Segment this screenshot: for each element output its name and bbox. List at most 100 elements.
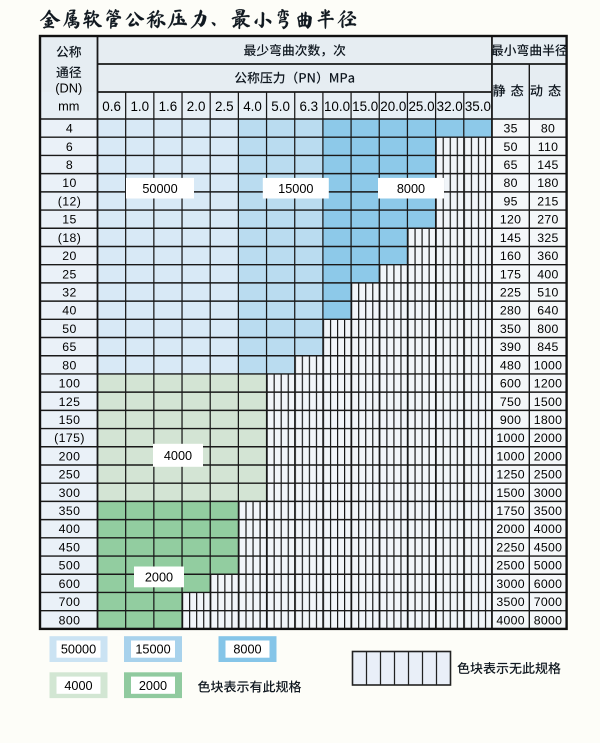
- svg-text:4000: 4000: [534, 522, 563, 536]
- svg-text:15.0: 15.0: [352, 99, 378, 114]
- svg-text:2000: 2000: [534, 431, 563, 445]
- svg-text:80: 80: [503, 176, 517, 190]
- svg-text:3000: 3000: [534, 486, 563, 500]
- svg-text:7000: 7000: [534, 595, 563, 609]
- svg-text:450: 450: [59, 540, 81, 554]
- svg-text:20: 20: [62, 249, 76, 263]
- svg-text:80: 80: [62, 358, 76, 372]
- svg-text:8000: 8000: [534, 613, 563, 627]
- svg-text:4000: 4000: [496, 613, 525, 627]
- svg-text:10: 10: [62, 176, 76, 190]
- svg-text:4: 4: [66, 122, 73, 136]
- svg-text:80: 80: [541, 122, 555, 136]
- svg-text:(175): (175): [54, 431, 85, 445]
- svg-text:3500: 3500: [534, 504, 563, 518]
- svg-text:145: 145: [500, 231, 521, 245]
- svg-text:2500: 2500: [534, 468, 563, 482]
- svg-text:mm: mm: [58, 98, 79, 113]
- svg-text:750: 750: [500, 395, 521, 409]
- svg-text:200: 200: [59, 449, 81, 463]
- svg-text:6: 6: [66, 140, 73, 154]
- svg-text:(12): (12): [58, 194, 81, 208]
- svg-text:480: 480: [500, 358, 521, 372]
- svg-text:(18): (18): [58, 231, 81, 245]
- svg-text:1000: 1000: [534, 358, 563, 372]
- svg-text:2.5: 2.5: [215, 99, 234, 114]
- svg-text:5000: 5000: [534, 559, 563, 573]
- svg-text:50: 50: [503, 140, 517, 154]
- svg-text:1000: 1000: [496, 431, 525, 445]
- svg-text:4500: 4500: [534, 540, 563, 554]
- svg-text:2250: 2250: [496, 540, 525, 554]
- svg-text:1.6: 1.6: [159, 99, 178, 114]
- svg-text:8000: 8000: [233, 643, 261, 657]
- svg-text:125: 125: [59, 395, 81, 409]
- svg-text:20.0: 20.0: [380, 99, 406, 114]
- svg-text:4000: 4000: [164, 449, 192, 463]
- svg-text:150: 150: [59, 413, 81, 427]
- svg-text:1500: 1500: [534, 395, 563, 409]
- svg-text:1200: 1200: [534, 377, 563, 391]
- svg-text:8: 8: [66, 158, 73, 172]
- svg-text:800: 800: [537, 322, 558, 336]
- svg-text:325: 325: [537, 231, 558, 245]
- svg-text:600: 600: [500, 377, 521, 391]
- svg-text:250: 250: [59, 468, 81, 482]
- svg-text:2.0: 2.0: [187, 99, 206, 114]
- svg-text:215: 215: [537, 194, 558, 208]
- svg-text:360: 360: [537, 249, 558, 263]
- svg-text:8000: 8000: [397, 182, 425, 196]
- svg-text:2000: 2000: [139, 679, 167, 693]
- svg-text:110: 110: [538, 140, 559, 154]
- svg-text:65: 65: [503, 158, 517, 172]
- svg-text:640: 640: [537, 304, 558, 318]
- svg-text:225: 225: [500, 286, 521, 300]
- svg-text:160: 160: [500, 249, 521, 263]
- svg-text:15: 15: [62, 213, 76, 227]
- svg-text:3500: 3500: [496, 595, 525, 609]
- svg-text:145: 145: [537, 158, 558, 172]
- svg-text:2000: 2000: [496, 522, 525, 536]
- svg-text:280: 280: [500, 304, 521, 318]
- svg-text:32.0: 32.0: [437, 99, 463, 114]
- svg-text:4000: 4000: [64, 679, 92, 693]
- svg-text:390: 390: [500, 340, 521, 354]
- svg-text:400: 400: [537, 267, 558, 281]
- svg-text:1.0: 1.0: [130, 99, 149, 114]
- svg-text:2000: 2000: [534, 449, 563, 463]
- svg-text:95: 95: [503, 194, 517, 208]
- svg-text:120: 120: [500, 213, 521, 227]
- svg-text:510: 510: [537, 286, 558, 300]
- svg-text:1000: 1000: [496, 449, 525, 463]
- svg-text:900: 900: [500, 413, 521, 427]
- svg-text:700: 700: [59, 595, 81, 609]
- svg-text:2500: 2500: [496, 559, 525, 573]
- svg-text:50000: 50000: [61, 643, 96, 657]
- svg-text:40: 40: [62, 304, 76, 318]
- svg-text:35: 35: [503, 122, 517, 136]
- svg-text:1250: 1250: [496, 468, 525, 482]
- svg-text:1500: 1500: [496, 486, 525, 500]
- svg-text:65: 65: [62, 340, 76, 354]
- svg-text:500: 500: [59, 559, 81, 573]
- svg-text:25: 25: [62, 267, 76, 281]
- svg-text:25.0: 25.0: [408, 99, 434, 114]
- svg-text:0.6: 0.6: [102, 99, 121, 114]
- svg-text:350: 350: [59, 504, 81, 518]
- svg-text:100: 100: [59, 377, 81, 391]
- svg-text:600: 600: [59, 577, 81, 591]
- svg-text:32: 32: [62, 286, 76, 300]
- svg-text:300: 300: [59, 486, 81, 500]
- svg-text:15000: 15000: [135, 643, 170, 657]
- svg-text:1800: 1800: [534, 413, 563, 427]
- svg-text:3000: 3000: [496, 577, 525, 591]
- svg-text:180: 180: [537, 176, 558, 190]
- svg-text:845: 845: [537, 340, 558, 354]
- svg-text:800: 800: [59, 613, 81, 627]
- svg-text:6.3: 6.3: [299, 99, 318, 114]
- svg-text:2000: 2000: [145, 571, 173, 585]
- svg-text:400: 400: [59, 522, 81, 536]
- svg-text:1750: 1750: [496, 504, 525, 518]
- svg-text:35.0: 35.0: [465, 99, 491, 114]
- svg-text:6000: 6000: [534, 577, 563, 591]
